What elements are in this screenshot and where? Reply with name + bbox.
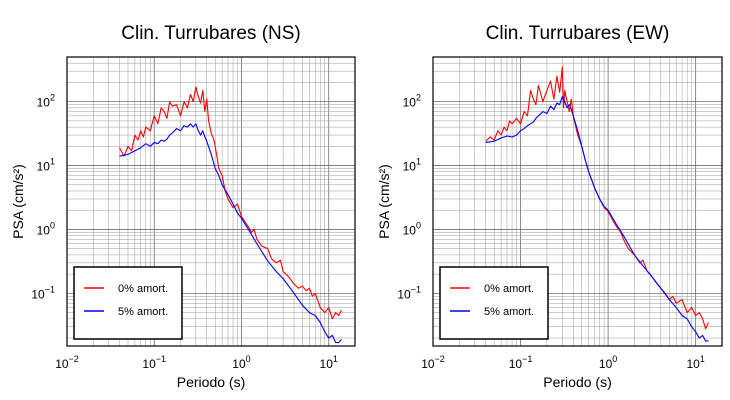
- chart-2-y-axis-label: PSA (cm/s²): [376, 164, 392, 239]
- chart-2-legend-label: 0% amort.: [484, 283, 534, 295]
- chart-2-legend-box: [439, 266, 549, 340]
- chart-1-x-tick-label: 10−2: [55, 354, 79, 371]
- chart-2-x-axis-label: Periodo (s): [543, 374, 611, 390]
- chart-1-series-damped-line: [119, 123, 342, 344]
- chart-2-x-tick-label: 101: [686, 354, 704, 371]
- chart-1-legend-label: 0% amort.: [118, 283, 168, 295]
- chart-1-frame: [66, 56, 356, 347]
- chart-2-x-tick-label: 10−1: [509, 354, 533, 371]
- chart-2-y-tick-label: 102: [403, 93, 421, 110]
- chart-2-title: Clin. Turrubares (EW): [486, 23, 670, 44]
- chart-1-y-tick-label: 10−1: [31, 284, 55, 301]
- chart-2-y-tick-label: 100: [403, 220, 421, 237]
- chart-1-y-axis-label: PSA (cm/s²): [10, 164, 26, 239]
- chart-2-series-damped-line: [485, 96, 709, 342]
- chart-1-x-axis-label: Periodo (s): [177, 374, 245, 390]
- chart-1-y-tick-label: 100: [37, 220, 55, 237]
- chart-1-legend-label: 5% amort.: [118, 306, 168, 318]
- chart-2-x-tick-label: 100: [599, 354, 617, 371]
- chart-2: 10−2 10−1 100 101 10−1 100 101 102 Clin. Turruba…: [376, 23, 723, 390]
- chart-2-legend: 0% amort. 5% amort.: [439, 266, 549, 340]
- chart-1-x-tick-label: 100: [232, 354, 250, 371]
- chart-2-legend-label: 5% amort.: [484, 306, 534, 318]
- chart-1-title: Clin. Turrubares (NS): [121, 23, 301, 44]
- chart-2-x-tick-label: 10−2: [421, 354, 445, 371]
- chart-1-legend-box: [73, 266, 183, 340]
- chart-1-legend: 0% amort. 5% amort.: [73, 266, 183, 340]
- chart-1-series-undamped-line: [119, 86, 342, 320]
- chart-1-x-tick-label: 10−1: [142, 354, 166, 371]
- chart-1-y-tick-label: 102: [37, 93, 55, 110]
- chart-1: 10−2 10−1 100 101 10−1 100 101 102 Clin. Turruba…: [10, 23, 356, 390]
- chart-1-y-tick-label: 101: [37, 157, 55, 174]
- chart-2-y-tick-label: 101: [403, 157, 421, 174]
- chart-2-y-tick-label: 10−1: [397, 284, 421, 301]
- chart-2-frame: [432, 56, 723, 347]
- chart-1-x-tick-label: 101: [320, 354, 338, 371]
